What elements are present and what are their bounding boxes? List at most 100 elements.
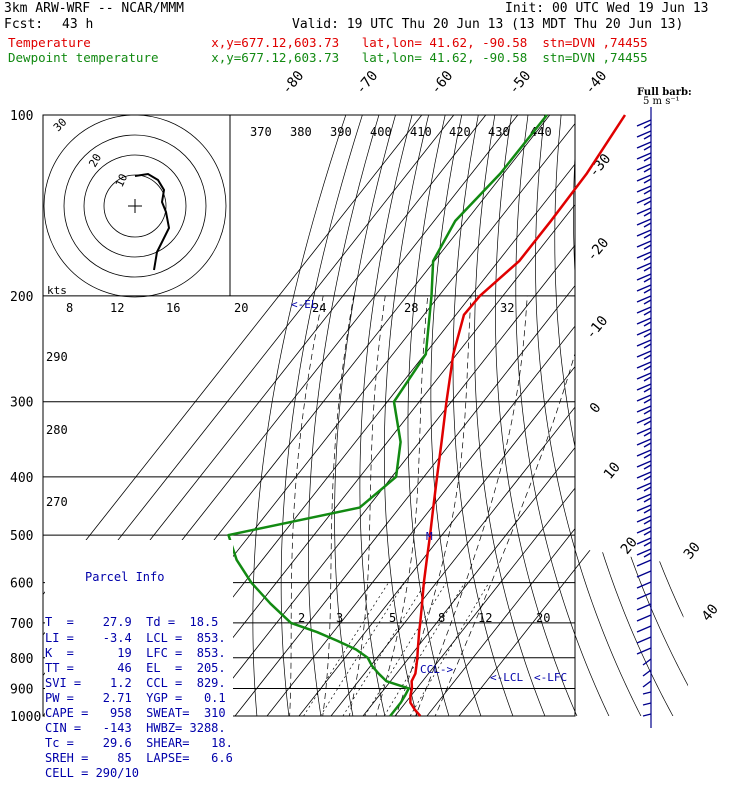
theta-side-label: 270: [46, 495, 68, 509]
wind-barb: [636, 361, 652, 369]
theta-e-label: 28: [404, 301, 418, 315]
wind-barb: [643, 145, 652, 151]
parcel-info-row: CIN = -143 HWBZ= 3288.: [45, 721, 226, 736]
wind-barb: [636, 317, 652, 325]
wind-barb: [636, 471, 652, 479]
wind-barb: [636, 647, 652, 655]
wind-barb: [636, 273, 652, 281]
lfc-marker: <-LFC: [534, 671, 567, 684]
wind-barb: [636, 460, 652, 468]
parcel-info-row: Tc = 29.6 SHEAR= 18.: [45, 736, 233, 751]
dry-adiabat-line: [359, 115, 413, 716]
pressure-tick-label: 700: [10, 617, 33, 632]
wind-barb: [636, 416, 652, 424]
temperature-profile-line: [409, 114, 627, 717]
isotherm-line: [288, 115, 690, 716]
wind-barb: [643, 288, 652, 294]
wind-barb: [636, 449, 652, 457]
dry-adiabat-line: [515, 115, 616, 716]
wind-barb: [643, 431, 652, 437]
parcel-info-row: LI = -3.4 LCL = 853.: [45, 630, 226, 645]
wind-barb: [643, 189, 652, 195]
parcel-info-row: CELL = 290/10: [45, 766, 139, 781]
fcst-value: 43 h: [62, 17, 94, 32]
dry-adiabat-line: [280, 115, 363, 716]
moist-adiabat-line: [415, 295, 528, 716]
wind-barb: [636, 240, 652, 248]
isotherm-label: -10: [583, 313, 612, 343]
wind-barb: [642, 669, 652, 677]
isotherm-label: -40: [582, 68, 611, 98]
dry-adiabat-line: [660, 115, 690, 716]
theta-label: 420: [449, 125, 471, 139]
parcel-info-box: Parcel Info T = 27.9 Td = 18.5 LI = -3.4 …: [45, 540, 233, 797]
wind-barb: [643, 552, 652, 558]
wind-barb: [643, 299, 652, 305]
model-name: 3km ARW-WRF -- NCAR/MMM: [4, 1, 185, 16]
isotherm-label: -60: [428, 68, 457, 98]
wind-barb: [636, 482, 652, 490]
wind-barb: [636, 427, 652, 435]
wind-barb: [636, 306, 652, 314]
wind-barb: [636, 185, 652, 193]
ccl-marker: CCL->: [420, 663, 453, 676]
theta-label: 370: [250, 125, 272, 139]
isotherm-label: 40: [699, 601, 722, 624]
dry-adiabat-line: [609, 115, 690, 716]
wind-barb: [636, 548, 652, 556]
theta-label: 380: [290, 125, 312, 139]
wind-barb: [636, 284, 652, 292]
theta-label: 410: [410, 125, 432, 139]
wind-barb: [643, 497, 652, 503]
wind-barb: [643, 464, 652, 470]
theta-e-label: 32: [500, 301, 514, 315]
wind-barb: [643, 376, 652, 382]
wind-barb: [642, 691, 652, 695]
dry-adiabat-line: [474, 115, 551, 716]
wind-barb: [636, 438, 652, 446]
isotherm-line: [416, 115, 690, 716]
hodograph-ring-label: 30: [51, 116, 70, 135]
mixing-ratio-line: [320, 582, 405, 716]
pressure-tick-label: 900: [10, 682, 33, 697]
wind-barb: [636, 581, 652, 589]
wind-barb: [643, 420, 652, 426]
wind-barb: [643, 508, 652, 514]
dry-adiabat-line: [694, 115, 740, 729]
lcl-marker: <-LCL: [490, 671, 523, 684]
dry-adiabat-line: [308, 115, 380, 716]
wind-barb: [643, 365, 652, 371]
hodograph-ring-label: 10: [113, 172, 130, 190]
hodograph-trace: [134, 172, 171, 271]
temperature-legend: Temperature x,y=677.12,603.73 lat,lon= 4…: [8, 35, 648, 50]
wind-barb: [636, 163, 652, 171]
wind-barb: [636, 207, 652, 215]
hodograph-units: kts: [47, 284, 67, 297]
parcel-info-row: CAPE = 958 SWEAT= 310: [45, 706, 226, 721]
wind-barb: [643, 475, 652, 481]
parcel-info-row: K = 19 LFC = 853.: [45, 645, 226, 660]
wind-barb: [636, 328, 652, 336]
wind-barb: [643, 244, 652, 250]
barb-legend-label: Full barb:: [637, 87, 692, 98]
isotherm-line: [43, 115, 423, 716]
wind-barb: [636, 493, 652, 501]
wind-barb: [643, 387, 652, 393]
theta-side-label: 280: [46, 423, 68, 437]
wind-barb: [636, 625, 652, 633]
wind-barb: [643, 409, 652, 415]
wind-barb: [643, 200, 652, 206]
el-marker: <-EL: [291, 298, 318, 311]
wind-barb: [643, 321, 652, 327]
wind-barb: [643, 310, 652, 316]
wind-barb: [643, 167, 652, 173]
wind-barb: [643, 442, 652, 448]
wind-barb: [642, 713, 652, 717]
wind-barb: [636, 295, 652, 303]
moist-adiabat-line: [322, 295, 355, 716]
pressure-tick-label: 600: [10, 577, 33, 592]
wind-barb: [636, 119, 652, 127]
wind-barb: [636, 592, 652, 600]
wind-barb: [636, 405, 652, 413]
isotherm-line: [320, 115, 690, 716]
